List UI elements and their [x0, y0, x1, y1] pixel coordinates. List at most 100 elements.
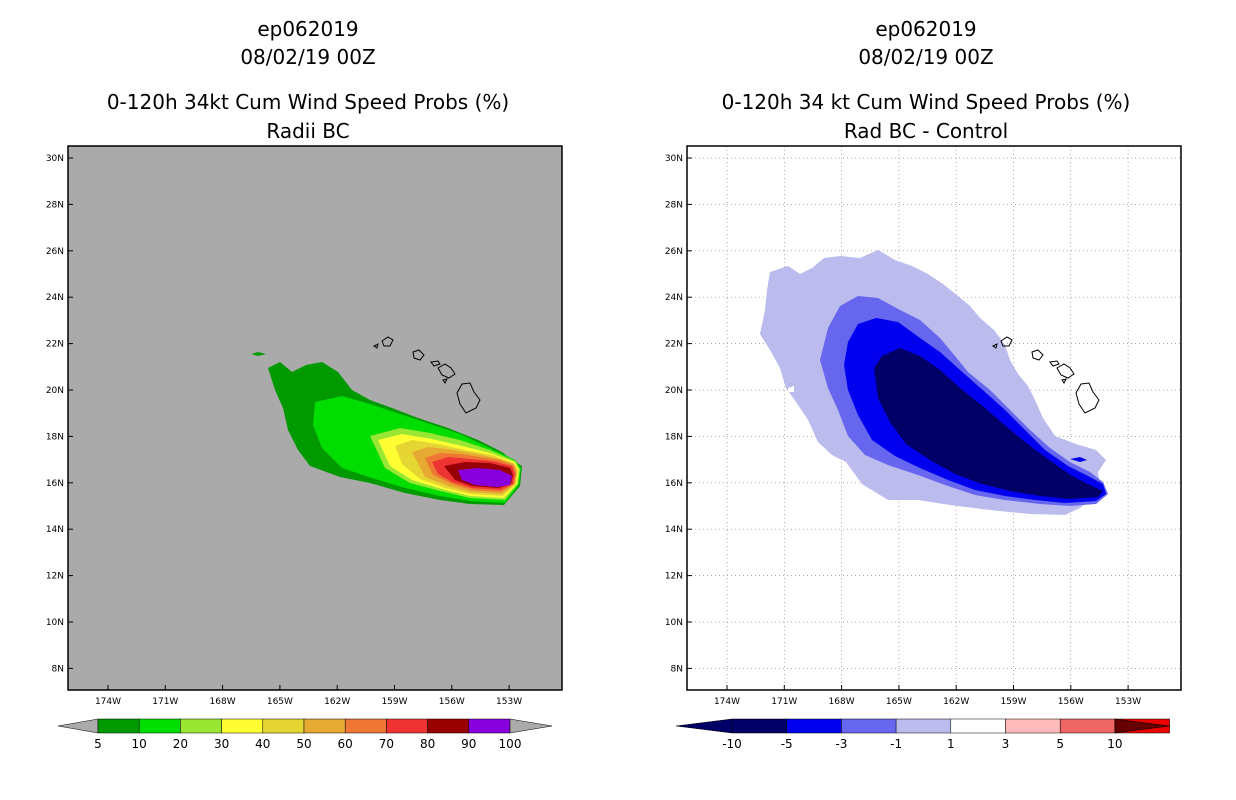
- right-colorbar-label: -10: [722, 737, 742, 751]
- panel1-storm-id: ep062019: [257, 17, 359, 41]
- left-map-frame: [67, 145, 563, 691]
- right-colorbar-label: 3: [1002, 737, 1010, 751]
- left-y-tick-label: 18N: [46, 432, 64, 442]
- left-colorbar-swatch: [427, 718, 470, 734]
- left-y-tick-label: 20N: [46, 386, 64, 396]
- panel2-title: 0-120h 34 kt Cum Wind Speed Probs (%): [721, 90, 1131, 114]
- left-x-tick-label: 168W: [210, 697, 236, 707]
- right-y-tick-label: 22N: [665, 340, 683, 350]
- right-colorbar-label: -3: [835, 737, 847, 751]
- left-colorbar-low-extend: [57, 718, 99, 734]
- left-colorbar-swatch: [180, 718, 222, 734]
- right-y-tick-label: 8N: [671, 664, 683, 674]
- left-y-tick-label: 14N: [46, 525, 64, 535]
- left-x-tick-label: 159W: [381, 697, 407, 707]
- right-colorbar-swatch: [895, 718, 952, 734]
- hawaii-coastlines-right: [992, 336, 1100, 414]
- left-colorbar-label: 30: [214, 737, 229, 751]
- right-x-tick-label: 171W: [771, 697, 797, 707]
- right-map-frame: [686, 145, 1182, 691]
- right-x-tick-label: 153W: [1115, 697, 1141, 707]
- right-colorbar-label: -5: [781, 737, 793, 751]
- left-x-tick-label: 174W: [95, 697, 121, 707]
- left-x-tick-label: 153W: [496, 697, 522, 707]
- left-colorbar-label: 40: [255, 737, 270, 751]
- left-colorbar-swatch: [386, 718, 428, 734]
- left-y-tick-label: 24N: [46, 293, 64, 303]
- right-y-tick-label: 10N: [665, 618, 683, 628]
- right-y-tick-label: 30N: [665, 154, 683, 164]
- right-y-tick-label: 14N: [665, 525, 683, 535]
- left-map-panel: 174W 171W 168W 165W 162W 159W 156W 153W 30N 28N 26…: [46, 145, 563, 707]
- left-colorbar: 5 10 20 30 40 50 60 70 80 90 100: [57, 718, 553, 751]
- right-x-tick-label: 165W: [886, 697, 912, 707]
- panel1-subtitle: Radii BC: [266, 119, 350, 143]
- left-y-tick-label: 10N: [46, 618, 64, 628]
- left-colorbar-label: 10: [132, 737, 147, 751]
- left-colorbar-swatch: [97, 718, 140, 734]
- left-x-tick-label: 165W: [267, 697, 293, 707]
- panel1-title: 0-120h 34kt Cum Wind Speed Probs (%): [106, 90, 510, 114]
- diff-band-small-minus5-patch: [1070, 457, 1087, 462]
- right-colorbar-labels: -10 -5 -3 -1 1 3 5 10: [722, 737, 1122, 751]
- prob-band-90-100: [458, 468, 512, 487]
- left-y-tick-label: 16N: [46, 479, 64, 489]
- right-y-tick-label: 16N: [665, 479, 683, 489]
- right-colorbar-label: 1: [947, 737, 955, 751]
- right-x-tick-label: 156W: [1058, 697, 1084, 707]
- left-colorbar-label: 20: [173, 737, 188, 751]
- panel1-datetime: 08/02/19 00Z: [240, 45, 376, 69]
- right-colorbar-swatch: [1005, 718, 1061, 734]
- right-colorbar-swatch: [731, 718, 787, 734]
- left-colorbar-swatch: [262, 718, 305, 734]
- left-colorbar-label: 70: [379, 737, 394, 751]
- diff-band-minus1-islet: [788, 386, 794, 392]
- panel2-subtitle: Rad BC - Control: [843, 119, 1009, 143]
- right-colorbar-swatch: [841, 718, 897, 734]
- left-colorbar-swatch: [221, 718, 264, 734]
- right-x-tick-label: 168W: [829, 697, 855, 707]
- right-x-tick-label: 159W: [1000, 697, 1026, 707]
- left-x-tick-label: 156W: [439, 697, 465, 707]
- panel2-storm-id: ep062019: [875, 17, 977, 41]
- right-colorbar-label: 10: [1107, 737, 1122, 751]
- right-y-tick-label: 28N: [665, 200, 683, 210]
- right-x-tick-label: 174W: [714, 697, 740, 707]
- diff-band-below-minus10: [874, 348, 1103, 499]
- left-y-tick-label: 12N: [46, 572, 64, 582]
- right-y-tick-label: 24N: [665, 293, 683, 303]
- right-colorbar-swatch: [1059, 718, 1116, 734]
- left-colorbar-label: 60: [338, 737, 353, 751]
- left-colorbar-label: 5: [94, 737, 102, 751]
- right-axis-ticks: 174W 171W 168W 165W 162W 159W 156W 153W 30N 28N 26…: [665, 154, 1141, 707]
- right-y-tick-label: 26N: [665, 247, 683, 257]
- left-axis-ticks: 174W 171W 168W 165W 162W 159W 156W 153W 30N 28N 26…: [46, 154, 522, 707]
- left-colorbar-swatches: [97, 718, 511, 734]
- right-colorbar-label: 5: [1056, 737, 1064, 751]
- left-x-tick-label: 171W: [152, 697, 178, 707]
- left-colorbar-swatch: [344, 718, 387, 734]
- right-y-tick-label: 18N: [665, 432, 683, 442]
- left-y-tick-label: 30N: [46, 154, 64, 164]
- left-colorbar-swatch: [468, 718, 511, 734]
- left-colorbar-high-extend: [509, 718, 553, 734]
- left-colorbar-label: 100: [499, 737, 522, 751]
- left-probability-contours: [251, 336, 522, 505]
- right-colorbar-swatch: [950, 718, 1006, 734]
- left-colorbar-label: 80: [420, 737, 435, 751]
- right-colorbar-high-extend: [1114, 718, 1171, 734]
- left-y-tick-label: 26N: [46, 247, 64, 257]
- left-colorbar-label: 90: [461, 737, 476, 751]
- left-colorbar-label: 50: [296, 737, 311, 751]
- right-y-tick-label: 20N: [665, 386, 683, 396]
- left-colorbar-swatch: [303, 718, 346, 734]
- right-difference-contours: [760, 250, 1108, 515]
- right-colorbar-swatches: [731, 718, 1170, 734]
- left-y-tick-label: 8N: [52, 664, 64, 674]
- right-colorbar-label: -1: [890, 737, 902, 751]
- panel2-datetime: 08/02/19 00Z: [858, 45, 994, 69]
- right-colorbar-low-extend: [675, 718, 733, 734]
- hawaii-coastlines: [373, 336, 481, 414]
- right-x-tick-label: 162W: [943, 697, 969, 707]
